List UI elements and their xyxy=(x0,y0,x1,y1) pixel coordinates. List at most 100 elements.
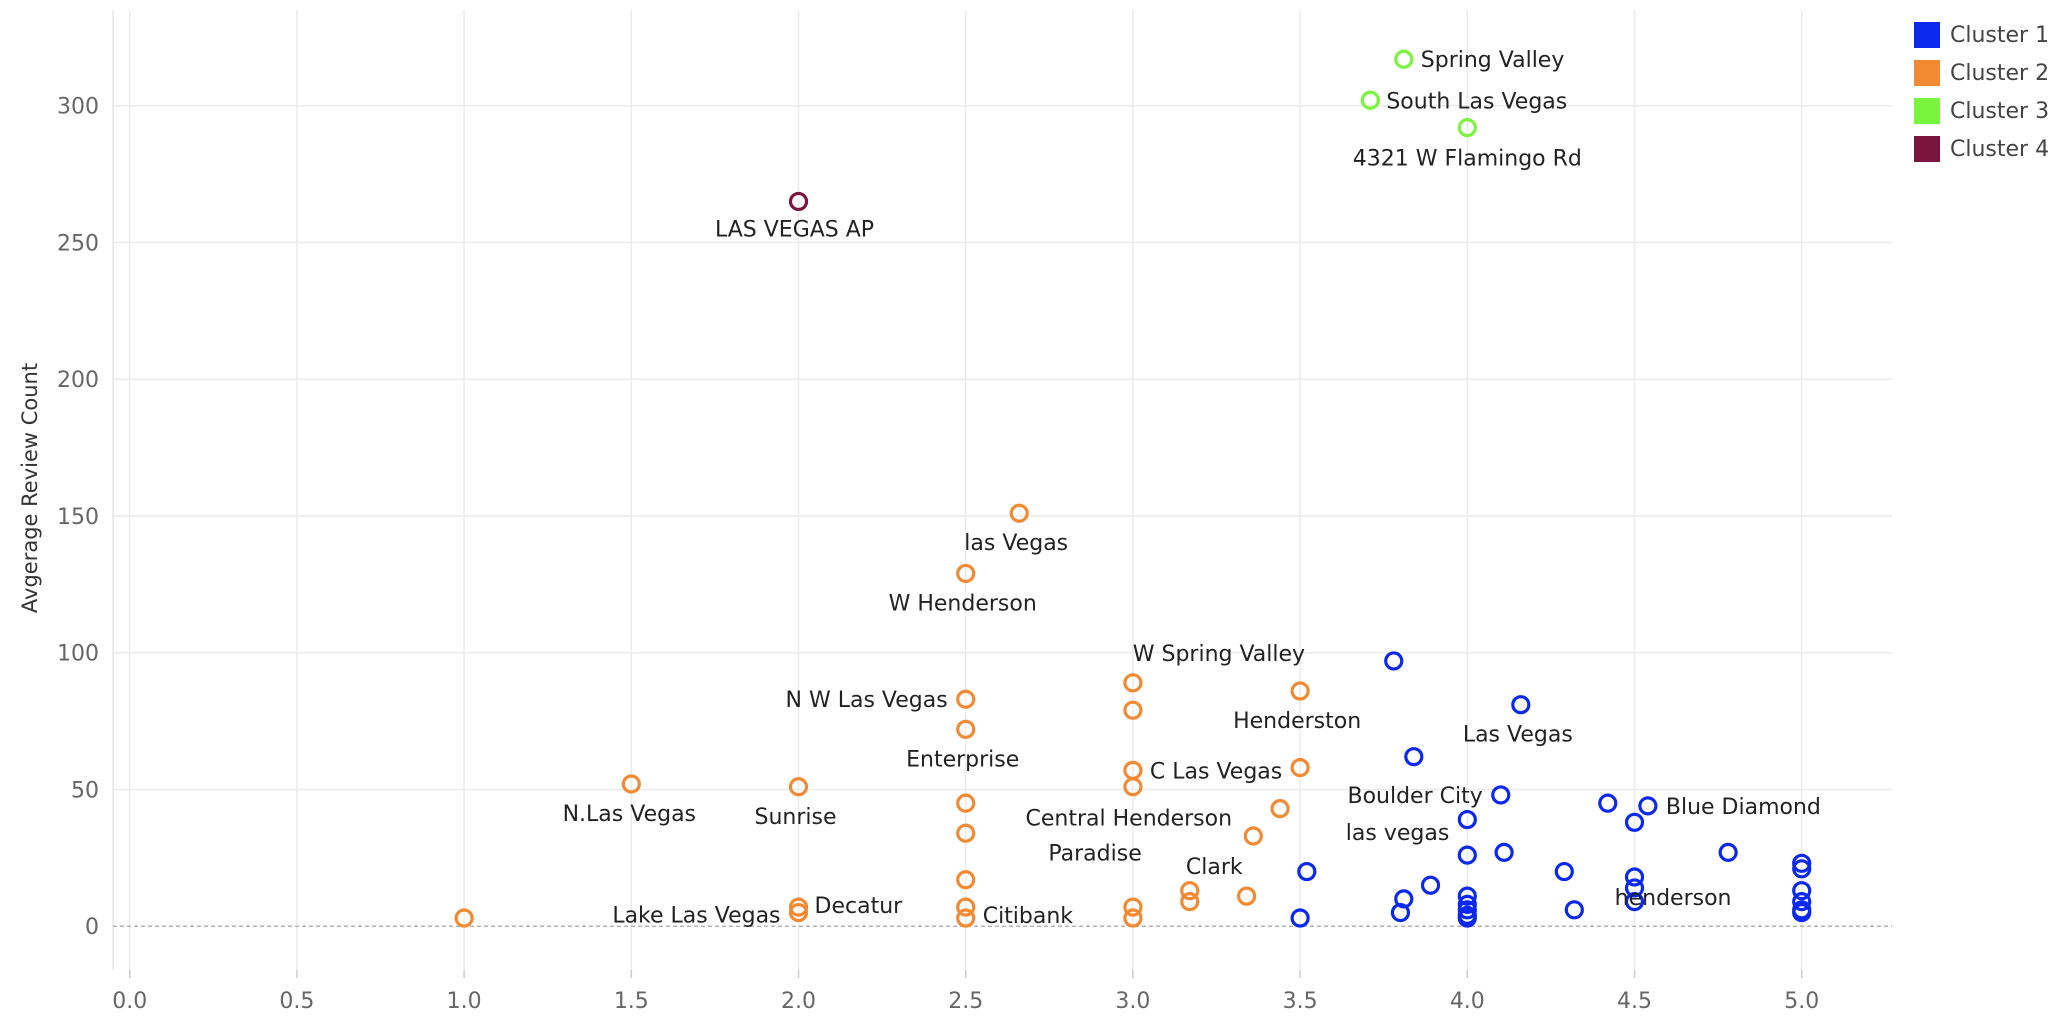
data-points xyxy=(454,49,1812,928)
data-point-cluster-2 xyxy=(1270,799,1290,819)
data-point-cluster-2 xyxy=(1123,700,1143,720)
data-point-cluster-1 xyxy=(1792,881,1812,901)
data-point-cluster-2 xyxy=(1290,758,1310,778)
point-label: N.Las Vegas xyxy=(563,802,696,827)
point-label: Spring Valley xyxy=(1421,48,1565,73)
x-tick-label: 3.0 xyxy=(1115,989,1150,1014)
data-point-cluster-1 xyxy=(1457,900,1477,920)
point-label: las vegas xyxy=(1346,821,1450,846)
point-label: Boulder City xyxy=(1347,784,1482,809)
point-label: Clark xyxy=(1186,855,1243,880)
data-point-cluster-2 xyxy=(956,719,976,739)
data-point-cluster-2 xyxy=(956,793,976,813)
point-label: LAS VEGAS AP xyxy=(715,217,874,242)
data-point-cluster-3 xyxy=(1394,49,1414,69)
legend-label: Cluster 3 xyxy=(1950,98,2050,124)
x-tick-label: 0.0 xyxy=(112,989,147,1014)
point-label: W Spring Valley xyxy=(1133,642,1305,667)
data-point-cluster-1 xyxy=(1792,892,1812,912)
data-point-cluster-2 xyxy=(956,870,976,890)
x-tick-label: 3.5 xyxy=(1283,989,1318,1014)
data-point-cluster-1 xyxy=(1598,793,1618,813)
data-point-cluster-2 xyxy=(1237,886,1257,906)
data-point-cluster-1 xyxy=(1457,908,1477,928)
data-point-cluster-3 xyxy=(1360,90,1380,110)
y-tick-label: 300 xyxy=(57,95,99,120)
data-point-cluster-2 xyxy=(454,908,474,928)
y-tick-label: 150 xyxy=(57,505,99,530)
x-tick-label: 5.0 xyxy=(1784,989,1819,1014)
data-point-cluster-2 xyxy=(1123,908,1143,928)
point-label: Blue Diamond xyxy=(1666,795,1821,820)
point-label: Henderston xyxy=(1233,709,1361,734)
data-point-cluster-2 xyxy=(788,777,809,797)
point-label: N W Las Vegas xyxy=(786,688,948,713)
y-tick-label: 100 xyxy=(57,642,99,667)
data-point-cluster-2 xyxy=(1180,892,1200,912)
x-tick-label: 2.0 xyxy=(781,989,816,1014)
data-point-cluster-1 xyxy=(1404,747,1424,767)
point-label: Citibank xyxy=(983,904,1074,929)
data-point-cluster-1 xyxy=(1564,900,1584,920)
data-point-cluster-2 xyxy=(956,823,976,843)
legend: Cluster 1 Cluster 2 Cluster 3 Cluster 4 xyxy=(1914,16,2049,168)
point-label: South Las Vegas xyxy=(1386,89,1567,114)
data-point-cluster-2 xyxy=(956,563,976,584)
data-point-cluster-3 xyxy=(1457,118,1477,138)
legend-swatch-cluster-4 xyxy=(1914,136,1940,162)
data-point-cluster-1 xyxy=(1624,812,1645,832)
legend-label: Cluster 1 xyxy=(1950,22,2050,48)
legend-item-cluster-2[interactable]: Cluster 2 xyxy=(1914,54,2049,92)
legend-item-cluster-1[interactable]: Cluster 1 xyxy=(1914,16,2049,54)
x-axis-ticks: 0.0 0.5 1.0 1.5 2.0 2.5 3.0 3.5 4.0 4.5 5.0 xyxy=(112,970,1819,1014)
data-point-cluster-1 xyxy=(1290,908,1310,928)
point-label: Enterprise xyxy=(906,747,1019,772)
data-point-cluster-2 xyxy=(788,897,809,917)
data-point-cluster-2 xyxy=(956,908,976,928)
point-label: Paradise xyxy=(1048,842,1141,867)
grid-lines xyxy=(112,10,1892,970)
data-point-cluster-1 xyxy=(1624,878,1645,898)
data-point-cluster-2 xyxy=(956,897,976,917)
point-label: Las Vegas xyxy=(1463,723,1573,748)
data-point-cluster-1 xyxy=(1792,859,1812,879)
data-point-cluster-2 xyxy=(956,689,976,709)
data-point-cluster-1 xyxy=(1792,853,1812,873)
data-point-cluster-1 xyxy=(1457,894,1477,914)
data-point-cluster-2 xyxy=(621,774,641,794)
data-point-cluster-1 xyxy=(1511,695,1531,715)
x-tick-label: 4.0 xyxy=(1450,989,1485,1014)
data-point-cluster-2 xyxy=(1243,826,1263,846)
data-point-cluster-2 xyxy=(1123,897,1143,917)
x-tick-label: 0.5 xyxy=(279,989,314,1014)
data-point-cluster-1 xyxy=(1792,902,1812,923)
legend-swatch-cluster-1 xyxy=(1914,22,1940,48)
point-label: Sunrise xyxy=(755,805,837,830)
data-point-cluster-1 xyxy=(1457,809,1477,830)
data-point-cluster-2 xyxy=(1123,673,1143,693)
legend-item-cluster-4[interactable]: Cluster 4 xyxy=(1914,130,2049,168)
data-point-cluster-2 xyxy=(1180,881,1200,901)
point-labels: Las Vegas Boulder City Blue Diamond las veg… xyxy=(563,48,1821,929)
data-point-cluster-1 xyxy=(1491,785,1511,805)
y-tick-label: 50 xyxy=(71,778,99,803)
x-tick-label: 1.0 xyxy=(447,989,482,1014)
legend-item-cluster-3[interactable]: Cluster 3 xyxy=(1914,92,2049,130)
data-point-cluster-2 xyxy=(1290,681,1310,701)
data-point-cluster-1 xyxy=(1420,875,1441,895)
point-label: Lake Las Vegas xyxy=(612,904,780,929)
data-point-cluster-1 xyxy=(1624,867,1645,887)
data-point-cluster-1 xyxy=(1297,861,1317,882)
x-tick-label: 1.5 xyxy=(614,989,649,1014)
data-point-cluster-2 xyxy=(1123,777,1143,797)
data-point-cluster-1 xyxy=(1457,845,1477,865)
data-point-cluster-2 xyxy=(788,902,809,923)
data-point-cluster-1 xyxy=(1554,861,1574,882)
point-label: Decatur xyxy=(815,894,904,919)
y-axis-ticks: 0 50 100 150 200 250 300 xyxy=(57,95,99,941)
data-point-cluster-2 xyxy=(1009,503,1029,523)
legend-label: Cluster 4 xyxy=(1950,136,2050,162)
y-tick-label: 250 xyxy=(57,231,99,256)
x-tick-label: 2.5 xyxy=(948,989,983,1014)
